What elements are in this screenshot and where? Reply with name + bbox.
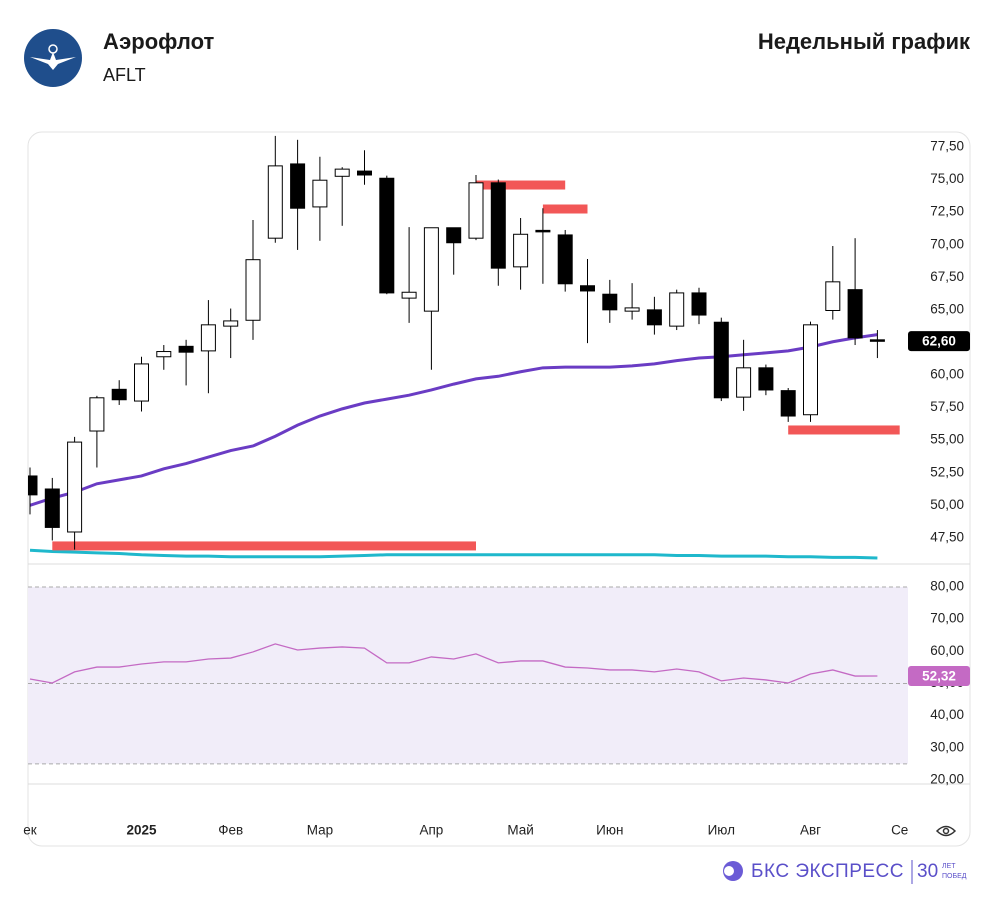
candle-body	[334, 168, 350, 177]
candle-body	[401, 291, 417, 299]
x-tick-label: ек	[23, 823, 37, 838]
candle-body	[758, 367, 774, 391]
candle-body	[624, 307, 640, 312]
rsi-panel	[28, 586, 908, 765]
last-rsi-box	[908, 665, 970, 686]
rsi-tick-label: 70,00	[930, 611, 964, 626]
candle-body	[446, 227, 462, 244]
footer-logo: БКС ЭКСПРЕСС 30 ЛЕТ ПОБЕД	[723, 860, 967, 884]
last-price-label: 62,60	[922, 334, 956, 349]
moving-average	[29, 333, 878, 507]
y-tick-label: 57,50	[930, 399, 964, 414]
x-tick-label: Се	[891, 823, 908, 838]
candle-body	[379, 177, 395, 294]
price-panel	[28, 135, 900, 560]
level-zone	[52, 541, 477, 551]
y-tick-label: 72,50	[930, 204, 964, 219]
candle-body	[736, 367, 752, 398]
candle-body	[869, 339, 885, 342]
rsi-tick-label: 40,00	[930, 707, 964, 722]
candle-body	[557, 234, 573, 285]
candle-body	[535, 229, 551, 233]
candle-body	[691, 292, 707, 316]
candle-body	[513, 233, 529, 268]
x-tick-label: Июл	[708, 823, 735, 838]
candle-body	[67, 441, 83, 533]
rsi-tick-label: 80,00	[930, 579, 964, 594]
brand: БКС ЭКСПРЕСС	[751, 861, 904, 882]
badge-number: 30	[917, 861, 938, 882]
level-zone	[788, 425, 900, 435]
x-tick-label: Май	[507, 823, 533, 838]
candle-body	[580, 285, 595, 292]
y-tick-label: 77,50	[930, 139, 964, 154]
settings-icon[interactable]	[935, 825, 957, 837]
company-name: Аэрофлот	[103, 29, 214, 54]
rsi-line	[29, 643, 878, 684]
candle-body	[602, 293, 618, 311]
candle-body	[267, 165, 283, 239]
y-tick-label: 67,50	[930, 269, 964, 284]
last-rsi-label: 52,32	[922, 669, 956, 684]
candle-body	[156, 351, 172, 358]
candle-body	[178, 345, 194, 353]
y-tick-label: 52,50	[930, 464, 964, 479]
candle-body	[490, 182, 506, 269]
candle-body	[780, 390, 796, 417]
ticker: AFLT	[103, 65, 146, 85]
candle-body	[44, 488, 60, 528]
candle-body	[89, 397, 105, 432]
candle-body	[669, 292, 685, 327]
rsi-tick-label: 60,00	[930, 643, 964, 658]
candle-body	[290, 163, 306, 209]
candle-body	[803, 324, 818, 416]
y-tick-label: 60,00	[930, 367, 964, 382]
level-zone	[476, 180, 566, 190]
badge-line: ПОБЕД	[942, 873, 967, 880]
level-zone	[542, 204, 588, 214]
period: Недельный график	[758, 29, 971, 54]
candle-body	[312, 179, 328, 208]
x-tick-label: 2025	[126, 823, 157, 838]
x-tick-label: Июн	[596, 823, 623, 838]
y-tick-label: 70,00	[930, 236, 964, 251]
candle-body	[245, 259, 261, 321]
candle-body	[200, 324, 216, 352]
axes: 47,5050,0052,5055,0057,5060,0062,5065,00…	[23, 139, 970, 838]
candle-body	[28, 475, 38, 496]
x-tick-label: Мар	[307, 823, 333, 838]
candle-body	[223, 320, 239, 327]
y-tick-label: 75,00	[930, 171, 964, 186]
rsi-tick-label: 20,00	[930, 772, 964, 787]
candle-body	[646, 309, 662, 326]
y-tick-label: 65,00	[930, 301, 964, 316]
candle-body	[111, 388, 127, 401]
y-tick-label: 47,50	[930, 529, 964, 544]
y-tick-label: 55,00	[930, 432, 964, 447]
rsi-band	[28, 586, 908, 764]
candle-body	[825, 281, 841, 311]
badge-line: ЛЕТ	[942, 863, 956, 870]
last-price-box	[908, 331, 970, 352]
x-tick-label: Фев	[218, 823, 243, 838]
x-tick-label: Авг	[800, 823, 821, 838]
candle-body	[468, 182, 484, 239]
x-tick-label: Апр	[419, 823, 443, 838]
rsi-tick-label: 30,00	[930, 739, 964, 754]
candle-body	[713, 321, 729, 399]
logo	[24, 29, 82, 87]
candle-body	[423, 227, 439, 312]
candle-body	[134, 363, 149, 402]
candle-body	[847, 289, 863, 339]
moving-average	[29, 548, 878, 560]
candle-body	[357, 170, 372, 176]
y-tick-label: 50,00	[930, 497, 964, 512]
